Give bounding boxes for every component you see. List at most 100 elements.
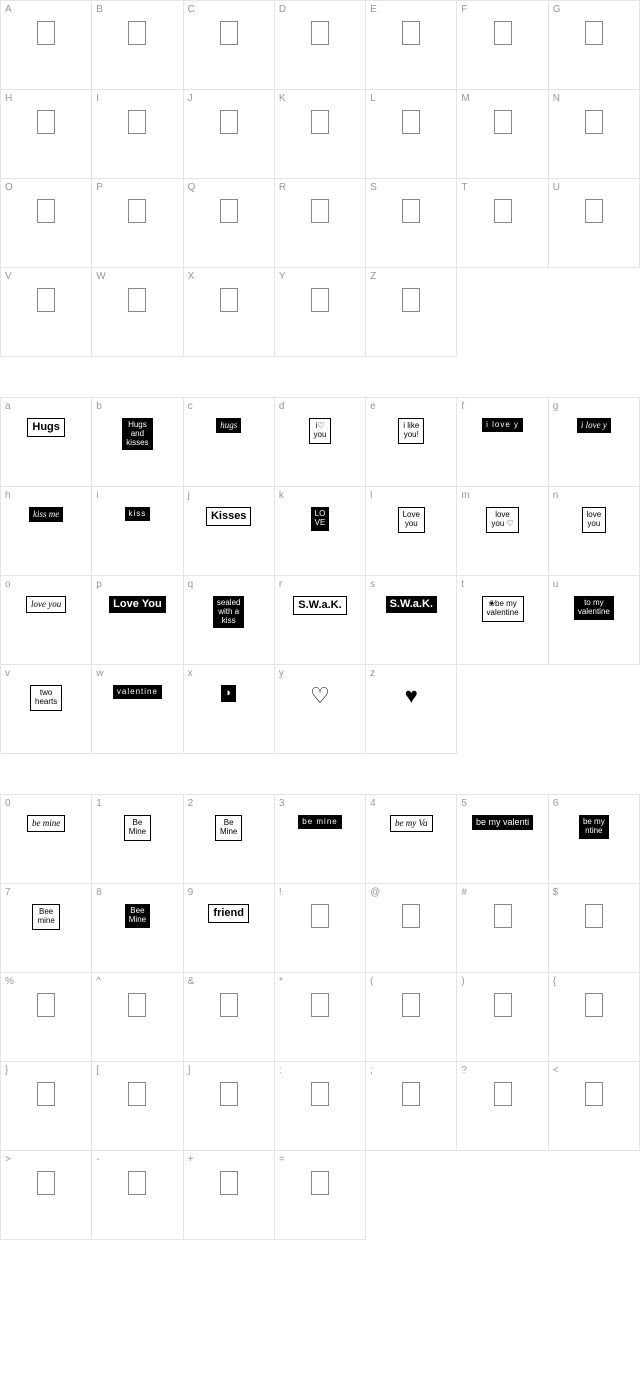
empty-glyph-box	[37, 1082, 55, 1106]
glyph-area	[275, 902, 365, 972]
empty-glyph-box	[494, 1082, 512, 1106]
glyph-cell: mloveyou ♡	[457, 487, 548, 576]
glyph-preview: loveyou ♡	[486, 507, 518, 533]
glyph-area: Hugsandkisses	[92, 416, 182, 486]
glyph-preview: BeeMine	[125, 904, 150, 928]
glyph-cell: x◗	[184, 665, 275, 754]
glyph-area: loveyou	[549, 505, 639, 575]
char-label: r	[279, 579, 282, 590]
glyph-preview: ♡	[310, 685, 330, 707]
char-label: 2	[188, 798, 194, 809]
glyph-area: love you	[1, 594, 91, 664]
char-label: $	[553, 887, 559, 898]
glyph-area	[457, 197, 547, 267]
glyph-cell: &	[184, 973, 275, 1062]
char-label: %	[5, 976, 14, 987]
glyph-cell	[549, 1151, 640, 1240]
char-label: O	[5, 182, 13, 193]
char-label: y	[279, 668, 284, 679]
glyph-preview: ❀be myvalentine	[482, 596, 524, 622]
empty-glyph-box	[494, 199, 512, 223]
char-label: J	[188, 93, 193, 104]
glyph-cell: wvalentine	[92, 665, 183, 754]
glyph-cell: S	[366, 179, 457, 268]
glyph-cell: ikiss	[92, 487, 183, 576]
empty-glyph-box	[402, 21, 420, 45]
glyph-cell: !	[275, 884, 366, 973]
char-label: z	[370, 668, 375, 679]
glyph-cell: 3be mine	[275, 795, 366, 884]
empty-glyph-box	[220, 288, 238, 312]
empty-glyph-box	[128, 288, 146, 312]
char-label: &	[188, 976, 195, 987]
empty-glyph-box	[402, 993, 420, 1017]
glyph-area: S.W.a.K.	[366, 594, 456, 664]
empty-glyph-box	[37, 993, 55, 1017]
glyph-area	[549, 19, 639, 89]
glyph-cell: C	[184, 1, 275, 90]
glyph-area: hugs	[184, 416, 274, 486]
glyph-cell: N	[549, 90, 640, 179]
glyph-cell: Y	[275, 268, 366, 357]
glyph-area	[366, 991, 456, 1061]
glyph-cell: P	[92, 179, 183, 268]
glyph-preview: be mine	[27, 815, 65, 832]
glyph-area: kiss	[92, 505, 182, 575]
empty-glyph-box	[402, 904, 420, 928]
char-label: s	[370, 579, 375, 590]
glyph-cell: +	[184, 1151, 275, 1240]
glyph-cell: $	[549, 884, 640, 973]
char-label: G	[553, 4, 561, 15]
glyph-cell: O	[1, 179, 92, 268]
char-label: S	[370, 182, 377, 193]
glyph-cell: H	[1, 90, 92, 179]
glyph-area	[92, 1169, 182, 1239]
glyph-preview: ♥	[405, 685, 418, 707]
char-label: K	[279, 93, 286, 104]
glyph-cell: di♡you	[275, 398, 366, 487]
glyph-area	[366, 19, 456, 89]
glyph-cell: pLove You	[92, 576, 183, 665]
glyph-area	[275, 286, 365, 356]
empty-glyph-box	[402, 1082, 420, 1106]
glyph-cell: 7Beemine	[1, 884, 92, 973]
glyph-area: i likeyou!	[366, 416, 456, 486]
char-label: 8	[96, 887, 102, 898]
glyph-area	[92, 991, 182, 1061]
char-label: *	[279, 976, 283, 987]
glyph-area: i love y	[457, 416, 547, 486]
empty-glyph-box	[128, 993, 146, 1017]
glyph-cell: =	[275, 1151, 366, 1240]
char-label: }	[5, 1065, 8, 1076]
glyph-area	[275, 19, 365, 89]
glyph-cell: ?	[457, 1062, 548, 1151]
glyph-area	[92, 108, 182, 178]
char-label: D	[279, 4, 286, 15]
glyph-area: kiss me	[1, 505, 91, 575]
glyph-cell: B	[92, 1, 183, 90]
glyph-area	[1, 286, 91, 356]
empty-glyph-box	[402, 110, 420, 134]
empty-glyph-box	[585, 904, 603, 928]
empty-glyph-box	[220, 21, 238, 45]
glyph-area: be myntine	[549, 813, 639, 883]
char-label: b	[96, 401, 102, 412]
char-label: x	[188, 668, 193, 679]
glyph-area: Hugs	[1, 416, 91, 486]
glyph-area: ◗	[184, 683, 274, 753]
glyph-preview: BeMine	[215, 815, 242, 841]
glyph-area	[1, 197, 91, 267]
glyph-area	[1, 991, 91, 1061]
glyph-cell: @	[366, 884, 457, 973]
glyph-area: ♡	[275, 683, 365, 753]
char-label: -	[96, 1154, 99, 1165]
glyph-preview: S.W.a.K.	[386, 596, 437, 613]
empty-glyph-box	[311, 993, 329, 1017]
char-label: e	[370, 401, 376, 412]
empty-glyph-box	[402, 288, 420, 312]
glyph-cell: %	[1, 973, 92, 1062]
section-numbers: 0be mine1BeMine2BeMine3be mine4be my Va5…	[0, 794, 640, 1240]
empty-glyph-box	[220, 1171, 238, 1195]
empty-glyph-box	[220, 110, 238, 134]
glyph-area	[366, 108, 456, 178]
